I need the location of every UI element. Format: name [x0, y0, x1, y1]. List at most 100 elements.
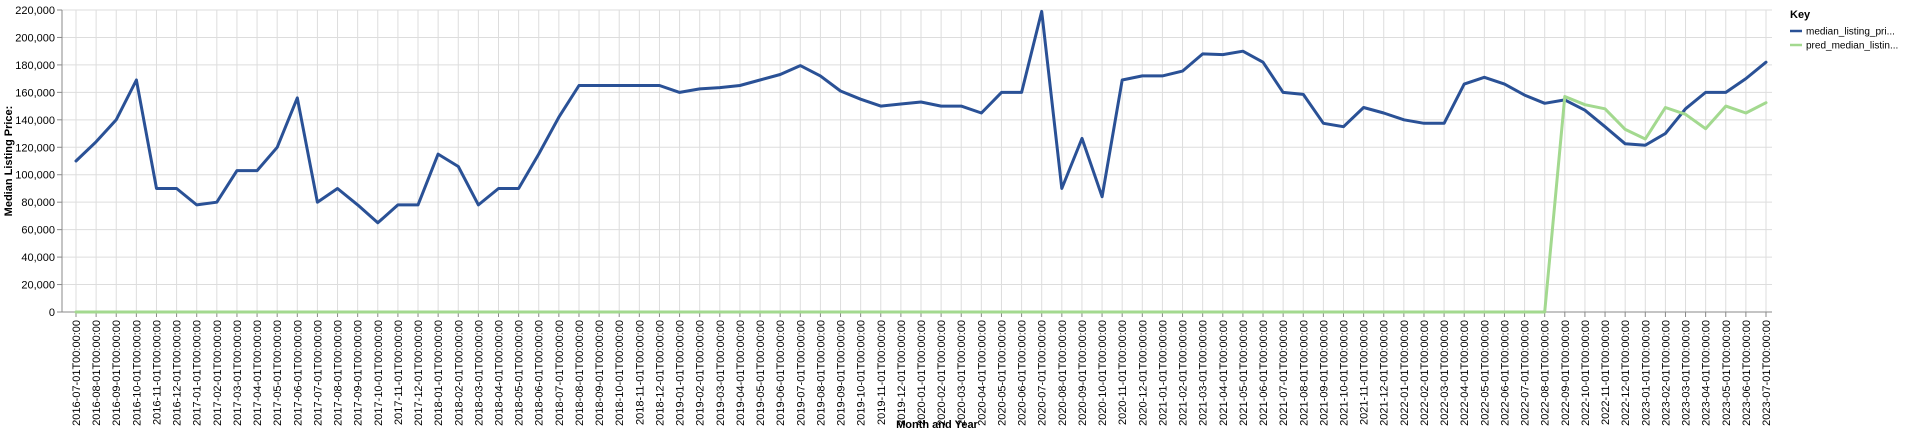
x-tick-label: 2020-08-01T00:00:00 [1057, 320, 1069, 426]
x-tick-label: 2020-07-01T00:00:00 [1037, 320, 1049, 426]
y-tick-label: 0 [49, 307, 55, 319]
x-tick-label: 2019-05-01T00:00:00 [755, 320, 767, 426]
x-tick-label: 2023-01-01T00:00:00 [1640, 320, 1652, 426]
y-axis-title: Median Listing Price: [3, 106, 15, 217]
x-tick-label: 2018-08-01T00:00:00 [574, 320, 586, 426]
x-tick-label: 2020-04-01T00:00:00 [976, 320, 988, 426]
x-tick-label: 2017-07-01T00:00:00 [312, 320, 324, 426]
x-tick-label: 2018-02-01T00:00:00 [453, 320, 465, 426]
x-tick-label: 2021-02-01T00:00:00 [1178, 320, 1190, 426]
x-tick-label: 2019-03-01T00:00:00 [715, 320, 727, 426]
x-tick-label: 2021-06-01T00:00:00 [1258, 320, 1270, 426]
x-tick-label: 2021-07-01T00:00:00 [1278, 320, 1290, 426]
x-tick-label: 2017-09-01T00:00:00 [353, 320, 365, 426]
x-tick-label: 2020-02-01T00:00:00 [936, 320, 948, 426]
x-tick-label: 2020-09-01T00:00:00 [1077, 320, 1089, 426]
y-tick-label: 60,000 [21, 225, 55, 237]
x-tick-label: 2022-08-01T00:00:00 [1540, 320, 1552, 426]
x-tick-label: 2021-10-01T00:00:00 [1339, 320, 1351, 426]
x-tick-label: 2023-03-01T00:00:00 [1681, 320, 1693, 426]
x-tick-label: 2022-04-01T00:00:00 [1459, 320, 1471, 426]
y-tick-label: 100,000 [15, 170, 55, 182]
x-tick-label: 2021-01-01T00:00:00 [1157, 320, 1169, 426]
x-tick-label: 2019-02-01T00:00:00 [695, 320, 707, 426]
x-tick-label: 2019-01-01T00:00:00 [675, 320, 687, 426]
x-tick-label: 2019-12-01T00:00:00 [896, 320, 908, 426]
y-tick-label: 120,000 [15, 142, 55, 154]
axes-layer: 0 20,000 40,000 60,000 80,000 100,000 120,000 1… [15, 5, 1773, 426]
x-tick-label: 2022-02-01T00:00:00 [1419, 320, 1431, 426]
series-line-median-listing-price [74, 9, 1768, 225]
legend-items: median_listing_pri... pred_median_listin.… [1790, 27, 1898, 52]
x-tick-label: 2022-07-01T00:00:00 [1520, 320, 1532, 426]
x-tick-label: 2017-12-01T00:00:00 [413, 320, 425, 426]
x-tick-label: 2018-04-01T00:00:00 [494, 320, 506, 426]
x-tick-label: 2017-01-01T00:00:00 [192, 320, 204, 426]
x-tick-label: 2019-08-01T00:00:00 [815, 320, 827, 426]
y-tick-label: 180,000 [15, 60, 55, 72]
legend: Key median_listing_pri... pred_median_lis… [1790, 9, 1898, 52]
x-tick-label: 2021-05-01T00:00:00 [1238, 320, 1250, 426]
x-tick-label: 2019-04-01T00:00:00 [735, 320, 747, 426]
x-tick-label: 2023-05-01T00:00:00 [1721, 320, 1733, 426]
x-tick-label: 2020-10-01T00:00:00 [1097, 320, 1109, 426]
x-tick-label: 2016-08-01T00:00:00 [91, 320, 103, 426]
x-tick-label: 2023-04-01T00:00:00 [1701, 320, 1713, 426]
x-tick-label: 2020-11-01T00:00:00 [1117, 320, 1129, 425]
x-tick-label: 2020-12-01T00:00:00 [1137, 320, 1149, 426]
x-tick-label: 2017-08-01T00:00:00 [333, 320, 345, 426]
x-tick-label: 2021-04-01T00:00:00 [1218, 320, 1230, 426]
x-tick-label: 2016-12-01T00:00:00 [172, 320, 184, 426]
x-tick-label: 2021-11-01T00:00:00 [1359, 320, 1371, 425]
x-tick-label: 2018-03-01T00:00:00 [473, 320, 485, 426]
x-tick-label: 2020-03-01T00:00:00 [956, 320, 968, 426]
y-tick-label: 40,000 [21, 252, 55, 264]
x-tick-label: 2022-10-01T00:00:00 [1580, 320, 1592, 426]
series-layer [74, 9, 1768, 314]
x-tick-label: 2023-06-01T00:00:00 [1741, 320, 1753, 426]
x-tick-label: 2016-10-01T00:00:00 [131, 320, 143, 426]
legend-title: Key [1790, 9, 1811, 21]
x-tick-label: 2018-12-01T00:00:00 [654, 320, 666, 426]
x-tick-label: 2019-07-01T00:00:00 [795, 320, 807, 426]
x-tick-label: 2016-07-01T00:00:00 [71, 320, 83, 426]
x-tick-label: 2017-03-01T00:00:00 [232, 320, 244, 426]
x-tick-label: 2020-01-01T00:00:00 [916, 320, 928, 426]
x-tick-label: 2017-02-01T00:00:00 [212, 320, 224, 426]
x-tick-label: 2018-06-01T00:00:00 [534, 320, 546, 426]
legend-label: median_listing_pri... [1806, 27, 1895, 38]
x-tick-label: 2022-03-01T00:00:00 [1439, 320, 1451, 426]
x-tick-label: 2018-09-01T00:00:00 [594, 320, 606, 426]
x-tick-label: 2018-05-01T00:00:00 [514, 320, 526, 426]
x-tick-label: 2022-11-01T00:00:00 [1600, 320, 1612, 425]
y-tick-label: 220,000 [15, 5, 55, 17]
x-tick-label: 2021-12-01T00:00:00 [1379, 320, 1391, 426]
x-tick-label: 2017-10-01T00:00:00 [373, 320, 385, 426]
x-tick-label: 2022-09-01T00:00:00 [1560, 320, 1572, 426]
x-tick-label: 2016-09-01T00:00:00 [111, 320, 123, 426]
x-tick-label: 2017-11-01T00:00:00 [393, 320, 405, 425]
x-tick-label: 2022-06-01T00:00:00 [1499, 320, 1511, 426]
grid-layer [62, 9, 1772, 313]
y-tick-label: 80,000 [21, 197, 55, 209]
legend-label: pred_median_listin... [1806, 41, 1898, 52]
x-axis-title: Month and Year [896, 419, 978, 431]
x-tick-label: 2018-07-01T00:00:00 [554, 320, 566, 426]
y-tick-label: 160,000 [15, 87, 55, 99]
x-tick-label: 2019-10-01T00:00:00 [856, 320, 868, 426]
x-tick-label: 2023-02-01T00:00:00 [1660, 320, 1672, 426]
x-tick-label: 2020-06-01T00:00:00 [1017, 320, 1029, 426]
x-tick-label: 2017-06-01T00:00:00 [292, 320, 304, 426]
x-tick-label: 2017-05-01T00:00:00 [272, 320, 284, 426]
x-tick-label: 2018-11-01T00:00:00 [634, 320, 646, 425]
series-line-pred-median-listing-price [74, 95, 1768, 314]
x-tick-label: 2018-10-01T00:00:00 [614, 320, 626, 426]
x-tick-label: 2023-07-01T00:00:00 [1761, 320, 1773, 426]
x-tick-label: 2017-04-01T00:00:00 [252, 320, 264, 426]
x-tick-label: 2022-01-01T00:00:00 [1399, 320, 1411, 426]
x-tick-label: 2022-05-01T00:00:00 [1479, 320, 1491, 426]
y-tick-label: 200,000 [15, 32, 55, 44]
x-tick-label: 2016-11-01T00:00:00 [151, 320, 163, 425]
